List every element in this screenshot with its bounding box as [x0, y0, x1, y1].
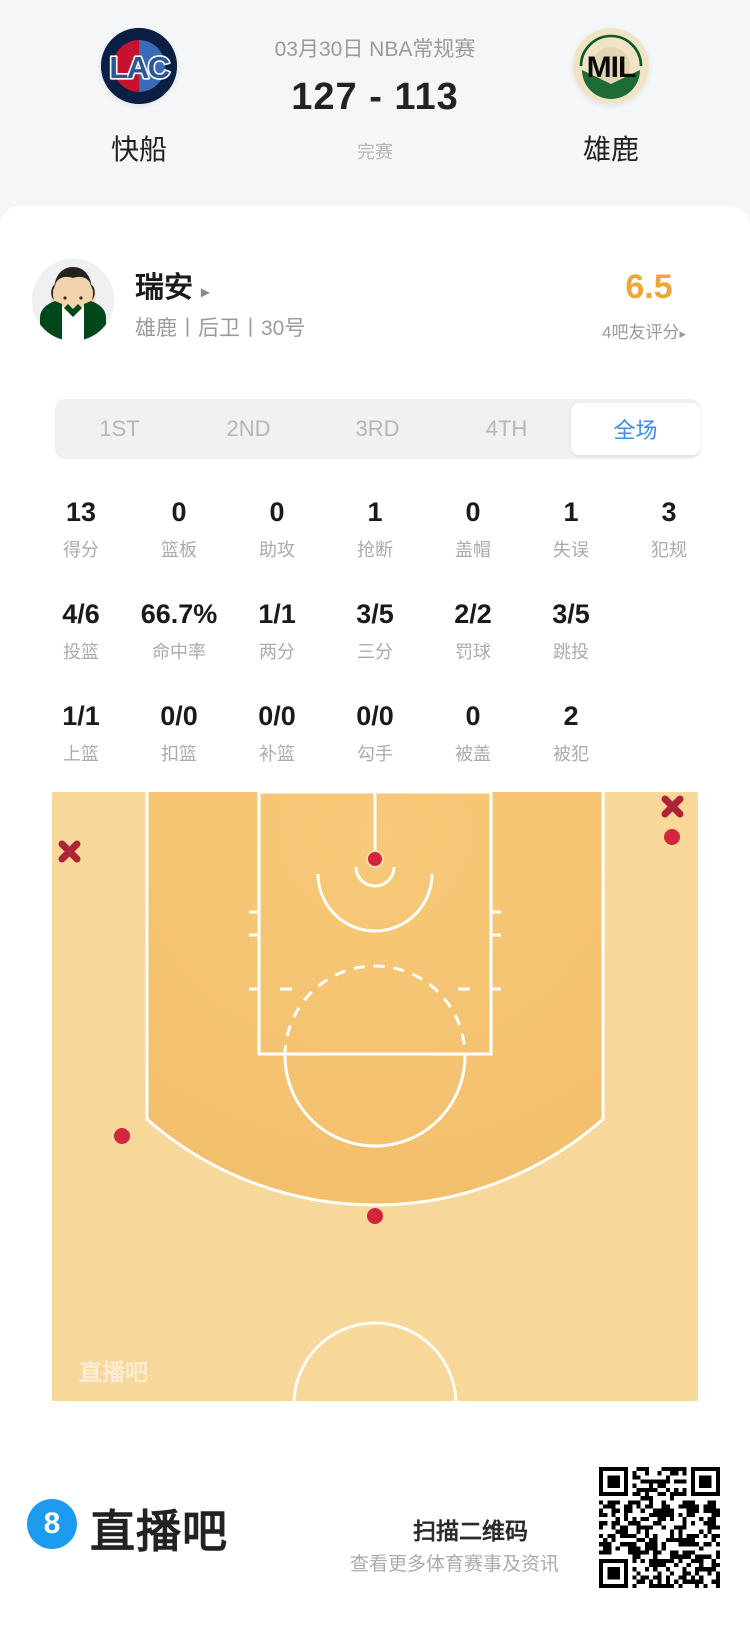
svg-text:MIL: MIL	[587, 51, 636, 84]
svg-text:直播吧: 直播吧	[79, 1359, 148, 1385]
svg-text:LAC: LAC	[109, 50, 169, 85]
